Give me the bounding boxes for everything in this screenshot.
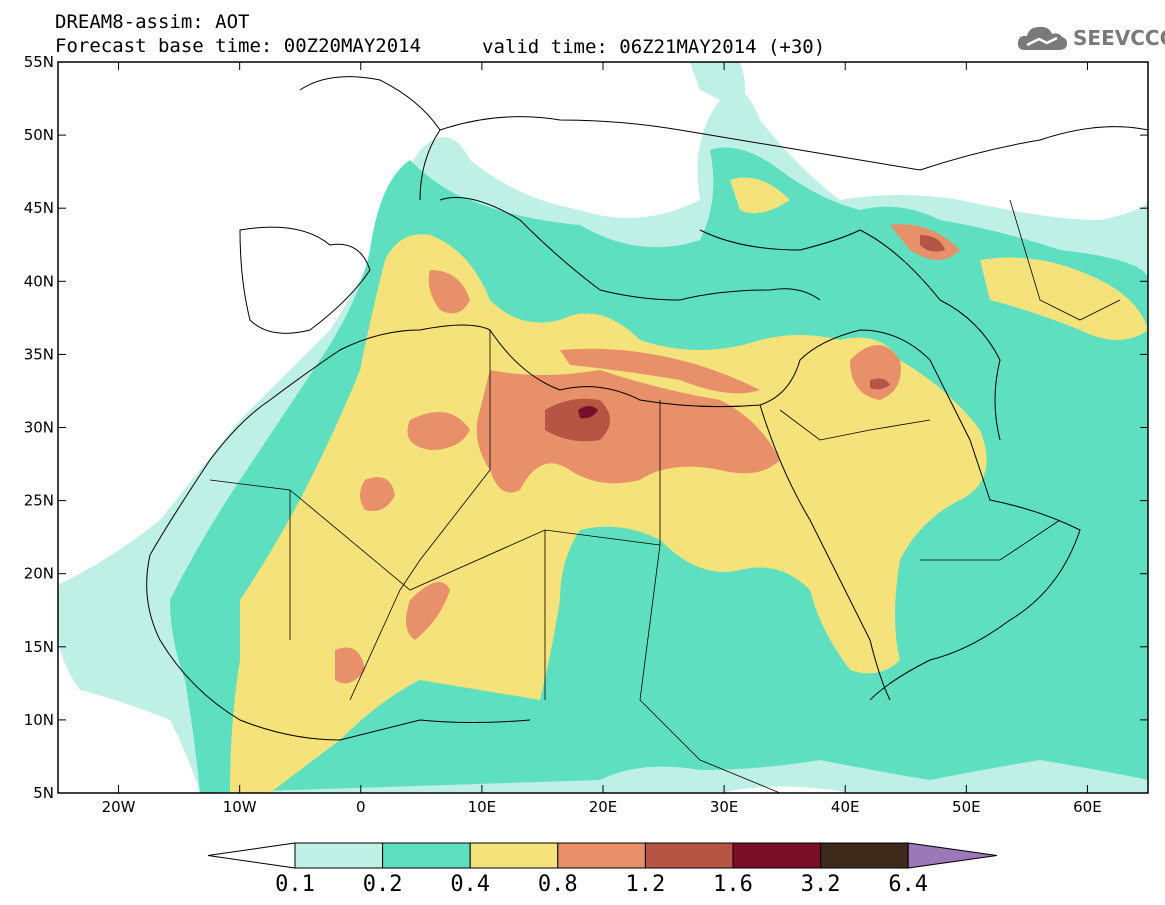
valid-time: valid time: 06Z21MAY2014 (+30) — [482, 36, 826, 58]
colorbar-under-arrow — [207, 842, 296, 869]
colorbar-segment — [469, 842, 559, 869]
lat-tick-label: 20N — [24, 565, 54, 583]
coastlines — [146, 76, 1148, 741]
lon-tick-label: 50E — [952, 798, 981, 816]
lat-tick-label: 40N — [24, 272, 54, 290]
colorbar-segment — [382, 842, 471, 869]
lon-tick-label: 10E — [468, 798, 497, 816]
country-borders — [209, 199, 1121, 793]
colorbar-label: 0.8 — [537, 872, 578, 897]
colorbar-label: 1.2 — [625, 872, 666, 897]
chart-title: DREAM8-assim: AOT — [55, 11, 250, 33]
aot-level-1-6 — [578, 406, 598, 419]
lat-tick-label: 25N — [24, 492, 54, 510]
lat-tick-label: 45N — [24, 199, 54, 217]
lon-tick-label: 0 — [356, 798, 366, 816]
logo-text: SEEVCCC — [1073, 26, 1165, 50]
lat-tick-label: 50N — [24, 126, 54, 144]
colorbar-label: 6.4 — [888, 872, 929, 897]
lon-tick-label: 30E — [710, 798, 739, 816]
lon-tick-label: 20W — [102, 798, 136, 816]
lat-tick-label: 55N — [24, 53, 54, 71]
lat-tick-label: 5N — [33, 784, 54, 802]
lat-tick-label: 10N — [24, 711, 54, 729]
seevccc-logo: SEEVCCC — [1017, 20, 1165, 56]
lon-tick-label: 20E — [589, 798, 618, 816]
longitude-ticks: 20W 10W 0 10E 20E 30E 40E 50E 60E — [102, 62, 1102, 816]
lon-tick-label: 10W — [223, 798, 257, 816]
colorbar-label: 0.2 — [362, 872, 403, 897]
colorbar-segment — [732, 842, 822, 869]
lon-tick-label: 40E — [831, 798, 860, 816]
lat-tick-label: 15N — [24, 638, 54, 656]
aot-contours — [58, 62, 1148, 793]
colorbar-label: 0.4 — [450, 872, 491, 897]
colorbar-label: 1.6 — [713, 872, 753, 897]
colorbar-label: 0.1 — [275, 872, 315, 897]
forecast-base-time: Forecast base time: 00Z20MAY2014 — [55, 35, 422, 57]
colorbar-segment — [557, 842, 646, 869]
aot-level-0-8 — [335, 224, 960, 684]
latitude-ticks: 55N 50N 45N 40N 35N 30N 25N 20N 15N 10N 5N — [24, 53, 1148, 802]
colorbar-label: 3.2 — [800, 872, 841, 897]
colorbar-over-arrow — [907, 842, 998, 869]
lon-tick-label: 60E — [1073, 798, 1102, 816]
colorbar-segment — [294, 842, 384, 869]
cloud-icon — [1017, 26, 1068, 50]
aot-level-0-4 — [230, 177, 1148, 793]
colorbar — [207, 842, 998, 869]
lat-tick-label: 35N — [24, 345, 54, 363]
lat-tick-label: 30N — [24, 419, 54, 437]
colorbar-segment — [644, 842, 734, 869]
colorbar-segment — [820, 842, 909, 869]
